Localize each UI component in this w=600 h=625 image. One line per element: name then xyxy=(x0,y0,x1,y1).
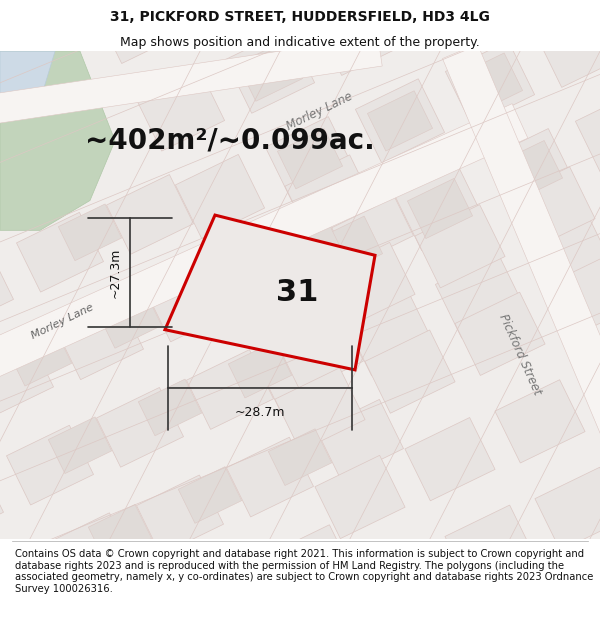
Polygon shape xyxy=(136,67,224,151)
Text: Morley Lane: Morley Lane xyxy=(285,89,355,132)
Polygon shape xyxy=(278,216,341,272)
Polygon shape xyxy=(445,41,535,125)
Polygon shape xyxy=(535,468,600,551)
Polygon shape xyxy=(266,525,353,604)
Polygon shape xyxy=(277,312,364,392)
Polygon shape xyxy=(165,215,375,370)
Polygon shape xyxy=(95,0,185,64)
Polygon shape xyxy=(346,292,434,376)
Polygon shape xyxy=(485,129,575,213)
Polygon shape xyxy=(0,51,115,231)
Polygon shape xyxy=(0,463,4,542)
Polygon shape xyxy=(315,456,405,539)
Polygon shape xyxy=(445,505,535,588)
Polygon shape xyxy=(146,262,233,342)
Polygon shape xyxy=(535,3,600,88)
Polygon shape xyxy=(497,141,563,201)
Polygon shape xyxy=(355,543,445,625)
Polygon shape xyxy=(265,117,355,201)
Text: ~27.3m: ~27.3m xyxy=(109,248,122,298)
Polygon shape xyxy=(215,242,305,326)
Polygon shape xyxy=(436,254,524,338)
Polygon shape xyxy=(106,174,194,254)
Polygon shape xyxy=(316,0,404,76)
Polygon shape xyxy=(495,380,585,463)
Polygon shape xyxy=(405,418,495,501)
Text: 31: 31 xyxy=(277,278,319,307)
Text: Pickford Street: Pickford Street xyxy=(496,312,544,398)
Polygon shape xyxy=(175,154,265,239)
Polygon shape xyxy=(0,51,55,121)
Polygon shape xyxy=(505,167,595,250)
Polygon shape xyxy=(226,438,314,517)
Text: ~402m²/~0.099ac.: ~402m²/~0.099ac. xyxy=(85,127,375,155)
Polygon shape xyxy=(316,399,404,479)
Polygon shape xyxy=(49,417,112,474)
Polygon shape xyxy=(317,216,383,276)
Polygon shape xyxy=(365,330,455,413)
Text: 31, PICKFORD STREET, HUDDERSFIELD, HD3 4LG: 31, PICKFORD STREET, HUDDERSFIELD, HD3 4… xyxy=(110,10,490,24)
Polygon shape xyxy=(238,41,302,101)
Polygon shape xyxy=(268,429,332,486)
Polygon shape xyxy=(16,213,104,292)
Polygon shape xyxy=(275,368,365,451)
Polygon shape xyxy=(326,186,413,266)
Polygon shape xyxy=(415,204,505,288)
Polygon shape xyxy=(187,349,274,429)
Polygon shape xyxy=(526,216,600,300)
Text: ~28.7m: ~28.7m xyxy=(235,406,285,419)
Polygon shape xyxy=(0,36,382,126)
Polygon shape xyxy=(178,467,242,523)
Polygon shape xyxy=(0,338,53,418)
Polygon shape xyxy=(229,341,292,398)
Text: Contains OS data © Crown copyright and database right 2021. This information is : Contains OS data © Crown copyright and d… xyxy=(15,549,593,594)
Polygon shape xyxy=(88,504,152,561)
Polygon shape xyxy=(256,329,344,414)
Polygon shape xyxy=(56,300,143,379)
Polygon shape xyxy=(285,155,375,238)
Polygon shape xyxy=(97,388,184,467)
Polygon shape xyxy=(355,79,445,163)
Polygon shape xyxy=(305,204,395,288)
Polygon shape xyxy=(98,291,161,348)
Polygon shape xyxy=(46,513,134,592)
Polygon shape xyxy=(0,104,528,382)
Polygon shape xyxy=(585,342,600,425)
Polygon shape xyxy=(457,53,523,113)
Polygon shape xyxy=(188,254,251,311)
Text: Map shows position and indicative extent of the property.: Map shows position and indicative extent… xyxy=(120,36,480,49)
Polygon shape xyxy=(277,129,343,189)
Polygon shape xyxy=(395,166,485,251)
Polygon shape xyxy=(136,475,224,555)
Polygon shape xyxy=(236,224,323,304)
Polygon shape xyxy=(455,292,545,376)
Polygon shape xyxy=(575,91,600,175)
Polygon shape xyxy=(226,29,314,113)
Polygon shape xyxy=(442,44,600,486)
Polygon shape xyxy=(8,329,71,386)
Text: Morley Lane: Morley Lane xyxy=(29,302,95,341)
Polygon shape xyxy=(325,242,415,326)
Polygon shape xyxy=(545,254,600,338)
Polygon shape xyxy=(407,178,473,239)
Polygon shape xyxy=(367,91,433,151)
Polygon shape xyxy=(7,425,94,505)
Polygon shape xyxy=(139,379,202,436)
Polygon shape xyxy=(0,250,14,330)
Polygon shape xyxy=(0,51,600,539)
Polygon shape xyxy=(58,204,122,261)
